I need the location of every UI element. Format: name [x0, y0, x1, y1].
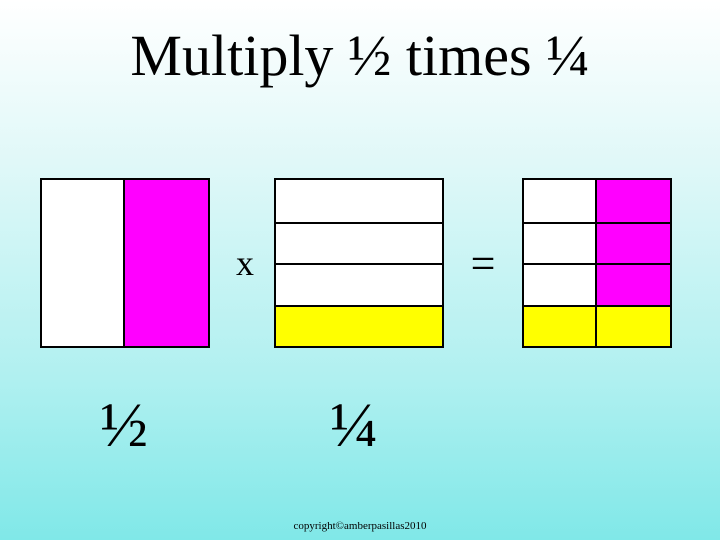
result-cell-1-0 — [524, 222, 597, 264]
half-cell-left — [42, 180, 125, 346]
copyright-text: copyright©amberpasillas2010 — [0, 520, 720, 532]
result-cell-2-0 — [524, 263, 597, 305]
label-half: ½ — [100, 388, 148, 462]
fraction-box-half — [40, 178, 210, 348]
fraction-box-quarter — [274, 178, 444, 348]
label-quarter: ¼ — [330, 388, 378, 462]
result-cell-3-0 — [524, 305, 597, 347]
times-operator: x — [220, 242, 270, 284]
fraction-box-result — [522, 178, 672, 348]
half-cell-right — [125, 180, 208, 346]
result-cell-0-1 — [597, 180, 670, 222]
quarter-cell-1 — [276, 222, 442, 264]
quarter-cell-0 — [276, 180, 442, 222]
result-cell-1-1 — [597, 222, 670, 264]
equals-operator: = — [458, 238, 508, 289]
diagram-row: x = — [0, 178, 720, 348]
result-cell-3-1 — [597, 305, 670, 347]
quarter-cell-3 — [276, 305, 442, 347]
page-title: Multiply ½ times ¼ — [0, 0, 720, 89]
result-cell-0-0 — [524, 180, 597, 222]
quarter-cell-2 — [276, 263, 442, 305]
result-cell-2-1 — [597, 263, 670, 305]
